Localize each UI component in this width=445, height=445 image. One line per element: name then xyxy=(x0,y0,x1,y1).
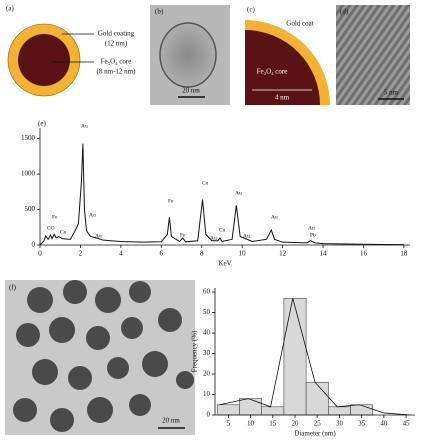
y-tick-label: 1500 xyxy=(21,134,36,142)
x-tick-label: 10 xyxy=(247,420,255,428)
bar xyxy=(283,297,307,416)
peak-annotation: Au xyxy=(81,123,88,129)
x-tick-label: 6 xyxy=(160,250,164,258)
y-tick-label: 10 xyxy=(203,390,211,398)
x-tick-label: 10 xyxy=(239,250,247,258)
x-tick-label: 14 xyxy=(320,250,328,258)
panel-label: (a) xyxy=(6,5,14,13)
x-tick-label: 25 xyxy=(314,420,322,428)
panel-label: (d) xyxy=(340,8,349,16)
x-tick-label: 16 xyxy=(360,250,368,258)
peak-annotation: Fe xyxy=(52,214,58,220)
panel-label: (e) xyxy=(38,120,46,128)
peak-annotation: Au xyxy=(235,190,242,196)
panel-label: (c) xyxy=(247,6,255,14)
peak-annotation: Cu xyxy=(60,229,67,235)
bar xyxy=(328,406,351,416)
shell-size: (12 nm) xyxy=(105,40,128,48)
y-tick-label: 1000 xyxy=(21,170,36,178)
panel-a: (a) Gold coating (12 nm) Fe₃O₄ core (8 n… xyxy=(6,5,137,97)
x-tick-label: 45 xyxy=(403,420,411,428)
x-tick-label: 30 xyxy=(336,420,344,428)
panel-b: (b) 20 nm xyxy=(150,5,230,105)
bar xyxy=(261,406,285,416)
spectrum-line xyxy=(39,143,404,246)
peak-annotation: Fe xyxy=(180,232,186,238)
bar xyxy=(350,404,374,416)
panel-label: (f) xyxy=(9,284,17,292)
x-tick-label: 5 xyxy=(227,420,231,428)
scale-label: 20 nm xyxy=(182,87,200,95)
y-tick-label: 50 xyxy=(203,308,211,316)
x-tick-label: 18 xyxy=(400,250,408,258)
x-tick-label: 35 xyxy=(358,420,366,428)
peak-annotation: Au xyxy=(243,233,250,239)
x-axis-label: KeV xyxy=(218,260,231,268)
peak-annotation: Cu xyxy=(219,227,226,233)
x-tick-label: 15 xyxy=(269,420,277,428)
peak-annotation: CO xyxy=(47,225,55,231)
scale-label: 4 nm xyxy=(275,94,290,102)
x-tick-label: 12 xyxy=(279,250,287,258)
peak-annotation: Fe xyxy=(168,198,174,204)
y-tick-label: 0 xyxy=(32,241,36,249)
bar xyxy=(216,404,240,416)
core xyxy=(18,34,70,86)
x-tick-label: 4 xyxy=(119,250,123,258)
panel-f: (f) 20 nm xyxy=(5,280,195,435)
core-label: Fe₃O₄ core xyxy=(101,58,132,66)
y-tick-label: 20 xyxy=(203,370,211,378)
core-label: Fe₃O₄ core xyxy=(257,68,288,76)
peak-annotation: Au xyxy=(95,233,102,239)
fit-line xyxy=(219,298,411,416)
scale-label: 20 nm xyxy=(162,417,180,425)
x-tick-label: 2 xyxy=(79,250,83,258)
y-axis-label: Frequency (%) xyxy=(191,330,199,372)
x-tick-label: 40 xyxy=(380,420,388,428)
y-tick-label: 500 xyxy=(25,205,36,213)
bar xyxy=(305,381,329,416)
x-axis-label: Diameter (nm) xyxy=(294,430,336,438)
y-tick-label: 0 xyxy=(207,411,211,419)
core-size: (8 nm-12 nm) xyxy=(97,68,137,76)
particle xyxy=(159,22,217,88)
panel-c: (c) Gold coat Fe₃O₄ core 4 nm xyxy=(245,6,330,105)
scale-label: 5 nm xyxy=(384,89,399,97)
x-tick-label: 20 xyxy=(292,420,300,428)
y-tick-label: 40 xyxy=(203,329,211,337)
shell-label: Gold coat xyxy=(286,20,313,28)
peak-annotation: Pb xyxy=(310,232,316,238)
bar xyxy=(239,398,262,416)
shell-label: Gold coating xyxy=(98,30,135,38)
peak-annotation: Au xyxy=(271,214,278,220)
panel-d: (d) 5 nm xyxy=(336,5,410,105)
x-tick-label: 8 xyxy=(200,250,204,258)
peak-annotation: Au xyxy=(308,225,315,231)
peak-annotation: Au xyxy=(89,212,96,218)
peak-annotation: Au xyxy=(210,235,217,241)
hrtem-image xyxy=(336,5,410,105)
core xyxy=(245,30,320,105)
panel-label: (b) xyxy=(155,8,164,16)
x-tick-label: 0 xyxy=(38,250,42,258)
peak-annotation: Cu xyxy=(202,180,209,186)
y-tick-label: 30 xyxy=(203,349,211,357)
y-tick-label: 60 xyxy=(203,288,211,296)
